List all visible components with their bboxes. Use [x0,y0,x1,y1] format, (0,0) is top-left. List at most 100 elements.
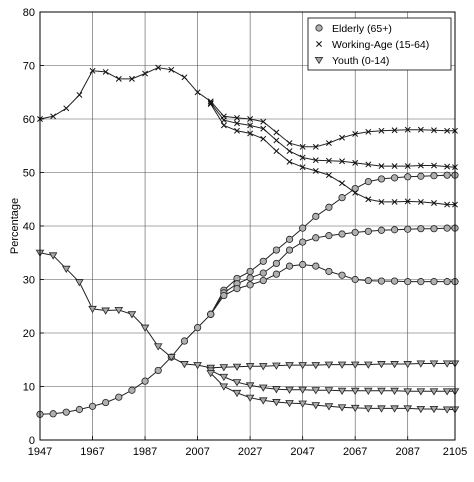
y-tick-label-70: 70 [23,61,35,73]
data-point-elderly-65-2-2082 [390,277,399,285]
data-point-youth-0-14-8-2097 [429,405,439,414]
data-point-working-age-15-64-5-2062 [339,180,346,187]
data-point-elderly-65-1-2077 [377,226,386,234]
data-point-elderly-65-0-2097 [430,172,438,180]
data-point-working-age-15-64-5-2057 [325,172,332,179]
data-point-elderly-65-1-2062 [338,230,346,238]
data-point-youth-0-14-6-2067 [350,361,360,369]
data-point-working-age-15-64-5-2042 [286,158,293,165]
data-point-youth-0-14-8-2032 [258,397,268,405]
data-point-working-age-15-64-3-2042 [286,140,293,147]
data-point-youth-0-14-8-2082 [390,405,399,413]
data-point-elderly-65-0-2082 [390,174,399,182]
data-point-working-age-15-64-4-2017 [220,117,227,124]
data-point-youth-0-14-7-2092 [416,388,426,396]
x-tick-label-1987: 1987 [133,446,157,458]
data-point-working-age-15-64-3-2052 [312,143,319,150]
data-point-working-age-15-64-3-1972 [102,68,109,75]
data-point-youth-0-14-6-2037 [272,362,281,370]
data-point-working-age-15-64-5-2012 [207,101,214,107]
data-point-youth-0-14-7-2087 [403,388,413,396]
data-point-elderly-65-1-2037 [272,259,280,268]
data-point-youth-0-14-6-2002 [180,361,189,369]
data-point-elderly-65-1-2102 [443,224,451,232]
x-tick-label-2047: 2047 [290,446,314,458]
data-point-youth-0-14-7-2017 [219,373,229,382]
data-point-youth-0-14-7-2067 [350,387,360,395]
data-point-youth-0-14-6-2082 [390,361,399,369]
data-point-working-age-15-64-3-1982 [128,75,135,82]
x-tick-label-2087: 2087 [395,446,419,458]
data-point-youth-0-14-6-2027 [245,363,255,371]
data-point-working-age-15-64-3-2067 [352,131,359,137]
data-point-youth-0-14-6-1997 [167,354,176,362]
data-point-elderly-65-0-2057 [325,203,333,211]
data-point-youth-0-14-6-2102 [442,360,452,368]
data-point-elderly-65-2-2087 [404,278,412,286]
data-point-youth-0-14-7-2052 [311,387,321,395]
data-point-working-age-15-64-3-1957 [63,105,70,112]
data-point-elderly-65-0-2062 [338,194,346,202]
data-point-elderly-65-2-2012 [207,310,215,318]
data-point-working-age-15-64-5-2097 [431,200,437,206]
data-point-working-age-15-64-3-2037 [273,129,280,136]
data-point-elderly-65-2-2067 [351,275,359,284]
data-point-working-age-15-64-3-2072 [365,128,372,135]
data-point-youth-0-14-8-2062 [337,404,347,412]
data-point-working-age-15-64-4-2042 [286,148,293,155]
series-line-working-age-15-64-5 [210,103,455,206]
data-point-working-age-15-64-5-2092 [417,198,424,205]
data-point-elderly-65-1-2087 [404,225,412,233]
data-point-youth-0-14-6-1952 [48,252,58,260]
data-point-youth-0-14-7-2032 [258,384,268,392]
data-point-working-age-15-64-4-2062 [339,158,346,165]
data-point-youth-0-14-6-2042 [285,362,294,370]
data-point-working-age-15-64-3-1997 [168,66,175,73]
data-point-youth-0-14-6-1992 [153,343,163,351]
data-point-youth-0-14-6-1972 [101,307,110,315]
data-point-elderly-65-0-2102 [443,171,451,179]
y-tick-label-50: 50 [23,168,35,180]
data-point-working-age-15-64-3-1977 [115,75,122,82]
data-point-elderly-65-2-2077 [377,277,386,285]
data-point-elderly-65-2-2042 [285,262,294,270]
data-point-elderly-65-0-2077 [377,175,386,183]
data-point-elderly-65-0-2087 [404,173,412,181]
y-axis-label: Percentage [9,198,21,254]
x-tick-label-2027: 2027 [238,446,262,458]
data-point-elderly-65-0-2072 [364,177,372,186]
data-point-working-age-15-64-3-2007 [194,89,201,96]
data-point-elderly-65-1-2052 [312,234,320,242]
data-point-elderly-65-0-1967 [88,402,97,410]
data-point-working-age-15-64-4-2097 [431,162,437,169]
data-point-youth-0-14-6-1977 [114,306,124,315]
data-point-elderly-65-1-2027 [246,274,254,282]
data-point-elderly-65-0-2007 [193,324,202,332]
data-point-working-age-15-64-3-1987 [142,70,149,77]
x-tick-label-2105: 2105 [443,446,467,458]
data-point-youth-0-14-6-2057 [324,361,334,369]
data-point-elderly-65-0-2002 [180,337,189,345]
y-tick-label-40: 40 [23,221,35,233]
data-point-youth-0-14-7-2057 [324,387,334,395]
data-point-working-age-15-64-4-2012 [207,99,214,106]
data-point-working-age-15-64-4-2052 [312,157,319,164]
data-point-youth-0-14-6-2072 [364,361,373,369]
data-point-elderly-65-0-2092 [417,172,425,180]
axis-ticks: 1947 1967 1987 2007 2027 2047 2067 2087 2105 0 10 2… [23,7,467,458]
data-point-youth-0-14-8-2017 [219,383,229,391]
data-point-working-age-15-64-5-2022 [234,127,240,134]
legend-entry-elderly: Elderly (65+) [315,23,392,35]
data-point-elderly-65-1-2057 [325,232,333,240]
data-point-elderly-65-2-2022 [233,284,241,293]
data-point-working-age-15-64-5-2027 [247,130,254,137]
y-tick-label-10: 10 [23,382,35,394]
legend-circle-marker [315,24,323,32]
data-point-working-age-15-64-5-2037 [273,148,280,155]
data-point-elderly-65-0-1977 [115,393,123,401]
data-point-working-age-15-64-5-2032 [260,135,267,142]
x-tick-label-2007: 2007 [185,446,209,458]
data-point-elderly-65-0-2037 [272,246,280,254]
